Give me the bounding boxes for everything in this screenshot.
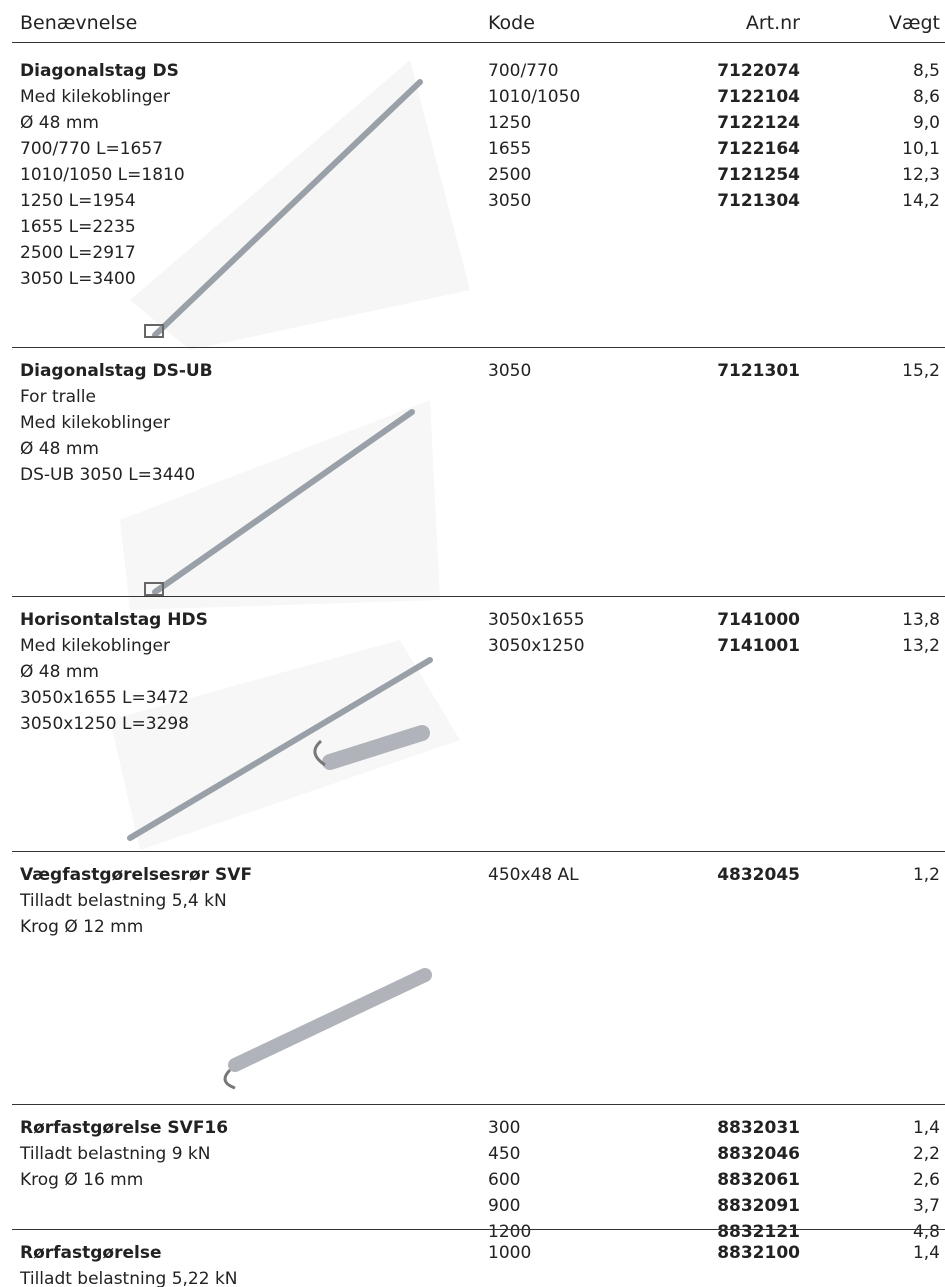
description-line: 1250 L=1954 [20,191,136,211]
description-line: 3050 L=3400 [20,269,136,289]
header-weight: Vægt [888,12,940,34]
art-nr: 8832046 [717,1144,800,1164]
code: 1655 [488,139,532,159]
section-rule [12,347,945,348]
weight: 15,2 [902,361,940,381]
weight: 4,8 [912,1222,940,1242]
weight: 13,2 [902,636,940,656]
description-line: 2500 L=2917 [20,243,136,263]
description-line: Tilladt belastning 5,22 kN [20,1269,238,1287]
art-nr: 8832061 [717,1170,800,1190]
art-nr: 8832091 [717,1196,800,1216]
art-nr: 7121254 [717,165,800,185]
art-nr: 7141000 [717,610,800,630]
weight: 1,2 [912,865,940,885]
description-line: 3050x1655 L=3472 [20,688,189,708]
weight: 8,5 [912,61,940,81]
code: 1000 [488,1243,532,1263]
header-code: Kode [488,12,535,34]
code: 1010/1050 [488,87,581,107]
section-title: Rørfastgørelse SVF16 [20,1118,229,1138]
code: 450 [488,1144,521,1164]
art-nr: 7122164 [717,139,800,159]
weight: 1,4 [912,1118,940,1138]
code: 2500 [488,165,532,185]
description-line: Tilladt belastning 9 kN [20,1144,211,1164]
code: 3050x1250 [488,636,585,656]
section-rule [12,851,945,852]
art-nr: 7122124 [717,113,800,133]
description-line: Med kilekoblinger [20,87,170,107]
description-line: Med kilekoblinger [20,413,170,433]
art-nr: 8832031 [717,1118,800,1138]
description-line: Med kilekoblinger [20,636,170,656]
description-line: Ø 48 mm [20,662,99,682]
code: 700/770 [488,61,559,81]
header-name: Benævnelse [20,12,138,34]
art-nr: 7141001 [717,636,800,656]
description-line: 1010/1050 L=1810 [20,165,185,185]
section-title: Diagonalstag DS [20,61,179,81]
description-line: Tilladt belastning 5,4 kN [20,891,227,911]
weight: 2,2 [912,1144,940,1164]
code: 3050 [488,191,532,211]
weight: 1,4 [912,1243,940,1263]
art-nr: 7122074 [717,61,800,81]
header-artnr: Art.nr [745,12,800,34]
art-nr: 8832100 [717,1243,800,1263]
weight: 2,6 [912,1170,940,1190]
description-line: 700/770 L=1657 [20,139,164,159]
header-rule [12,42,945,43]
code: 900 [488,1196,521,1216]
weight: 12,3 [902,165,940,185]
section-rule [12,1104,945,1105]
section-title: Rørfastgørelse [20,1243,162,1263]
description-line: 1655 L=2235 [20,217,136,237]
weight: 10,1 [902,139,940,159]
description-line: For tralle [20,387,96,407]
code: 3050x1655 [488,610,585,630]
description-line: Krog Ø 12 mm [20,917,144,937]
section-title: Diagonalstag DS-UB [20,361,213,381]
description-line: Krog Ø 16 mm [20,1170,144,1190]
description-line: 3050x1250 L=3298 [20,714,189,734]
weight: 13,8 [902,610,940,630]
code: 300 [488,1118,521,1138]
weight: 14,2 [902,191,940,211]
description-line: DS-UB 3050 L=3440 [20,465,196,485]
code: 3050 [488,361,532,381]
weight: 9,0 [912,113,940,133]
section-title: Horisontalstag HDS [20,610,208,630]
weight: 8,6 [912,87,940,107]
weight: 3,7 [912,1196,940,1216]
art-nr: 7121304 [717,191,800,211]
art-nr: 7122104 [717,87,800,107]
section-title: Vægfastgørelsesrør SVF [20,865,253,885]
art-nr: 8832121 [717,1222,800,1242]
code: 450x48 AL [488,865,579,885]
description-line: Ø 48 mm [20,439,99,459]
code: 600 [488,1170,521,1190]
code: 1200 [488,1222,532,1242]
description-line: Ø 48 mm [20,113,99,133]
section-rule [12,596,945,597]
section-rule [12,1229,945,1230]
art-nr: 4832045 [717,865,800,885]
art-nr: 7121301 [717,361,800,381]
code: 1250 [488,113,532,133]
